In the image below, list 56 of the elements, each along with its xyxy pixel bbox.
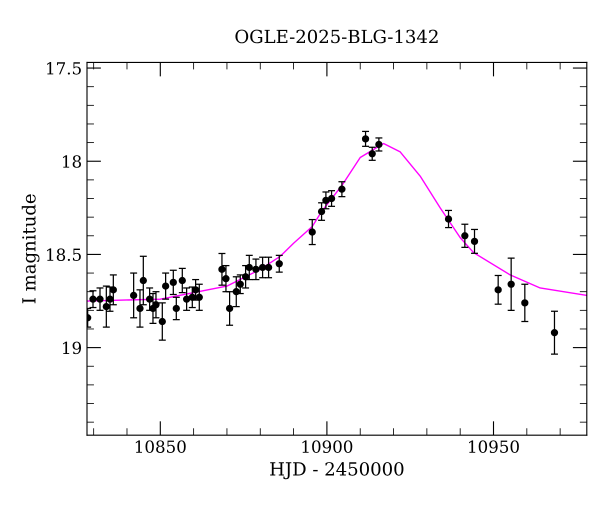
point (550, 329, 558, 336)
point (308, 228, 316, 236)
point (226, 304, 234, 312)
point (246, 264, 253, 272)
point (236, 280, 244, 288)
point (96, 296, 104, 303)
point (162, 282, 170, 290)
y-tick-label: 17.5 (47, 62, 81, 75)
point (110, 286, 117, 294)
point (146, 296, 154, 303)
point (188, 294, 196, 301)
point (218, 266, 226, 273)
y-axis-title: I magnitude (22, 194, 40, 304)
point (242, 273, 250, 280)
y-tick-label: 19 (62, 342, 82, 354)
point (158, 318, 166, 326)
point (106, 296, 114, 303)
point (494, 286, 502, 294)
point (182, 296, 190, 303)
point (264, 264, 272, 272)
point (178, 276, 186, 284)
x-axis-title: HJD - 2450000 (270, 462, 404, 480)
point (322, 196, 330, 204)
point (375, 140, 383, 148)
x-tick-label: 10900 (302, 440, 352, 453)
point (222, 275, 230, 282)
point (328, 194, 336, 202)
chart-title: OGLE-2025-BLG-1342 (235, 30, 438, 44)
point (89, 296, 97, 303)
point (130, 292, 138, 300)
point (136, 304, 144, 312)
point (444, 215, 452, 223)
x-tick-label: 10950 (469, 440, 519, 453)
y-tick-label: 18 (62, 155, 82, 168)
point (140, 276, 147, 284)
point (368, 150, 376, 158)
point (521, 299, 528, 307)
point (196, 294, 203, 301)
point (318, 208, 326, 216)
point (172, 304, 180, 312)
point (461, 232, 468, 240)
point (232, 288, 240, 296)
point (252, 266, 260, 273)
y-tick-label: 18.5 (47, 248, 81, 261)
point (192, 286, 200, 294)
line-series (87, 142, 587, 302)
point (508, 280, 515, 288)
point (102, 302, 110, 310)
point (258, 264, 266, 272)
point (152, 301, 160, 308)
point (170, 278, 177, 286)
x-tick-label: 10850 (136, 440, 186, 453)
point (276, 260, 283, 268)
point (470, 238, 478, 246)
point (338, 186, 346, 193)
point (362, 135, 370, 143)
